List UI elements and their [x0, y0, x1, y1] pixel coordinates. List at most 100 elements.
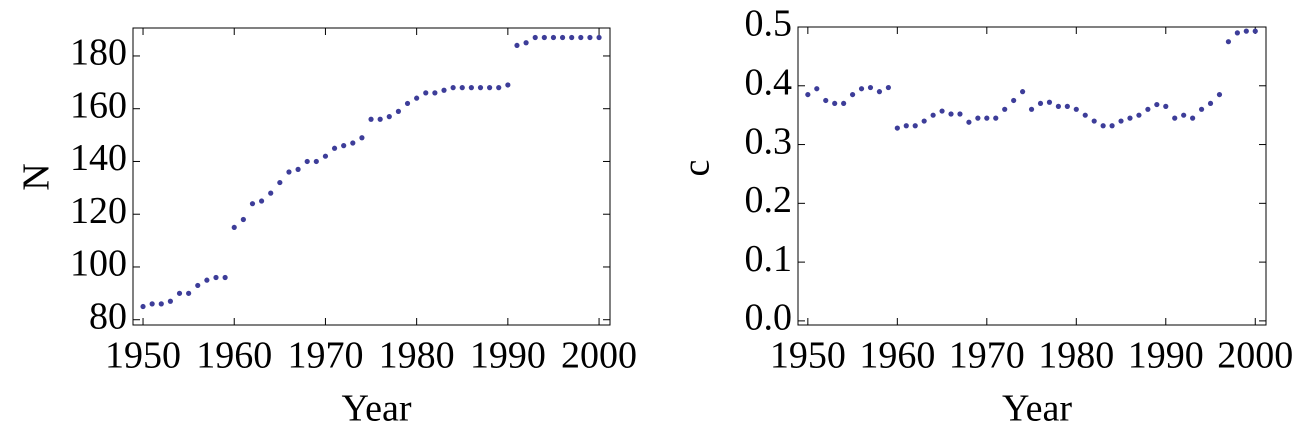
data-point	[885, 84, 891, 91]
data-point	[1100, 123, 1106, 129]
data-point	[1011, 97, 1017, 104]
y-tick-label: 0.1	[745, 238, 793, 280]
data-point	[876, 89, 883, 95]
data-point	[1225, 39, 1232, 45]
data-point	[993, 115, 999, 121]
data-point	[322, 153, 329, 159]
y-tick-label: 0.3	[745, 120, 793, 162]
data-point	[432, 90, 438, 96]
x-tick-label: 1950	[770, 335, 846, 377]
data-point	[140, 303, 146, 310]
data-point	[222, 274, 228, 281]
data-point	[858, 86, 865, 92]
data-point	[957, 111, 963, 117]
data-point	[468, 85, 474, 91]
data-point	[1172, 115, 1178, 121]
data-point	[1190, 115, 1196, 121]
data-point	[832, 100, 838, 107]
y-tick-label: 160	[70, 84, 127, 126]
data-point	[569, 34, 575, 41]
data-point	[966, 119, 972, 125]
data-point	[1020, 89, 1026, 95]
data-point	[912, 123, 918, 129]
data-point	[948, 111, 954, 117]
data-point	[1037, 100, 1044, 107]
data-point	[176, 290, 183, 296]
data-point	[559, 34, 566, 41]
y-axis-label: c	[676, 160, 718, 177]
data-point	[195, 282, 201, 289]
data-point	[477, 85, 484, 91]
data-point	[849, 91, 856, 98]
x-tick-label: 1950	[105, 335, 181, 377]
data-point	[459, 85, 465, 91]
data-point	[1216, 91, 1223, 98]
data-point	[277, 179, 283, 186]
data-point	[1073, 106, 1079, 112]
data-point	[295, 166, 301, 172]
data-point	[313, 158, 319, 165]
data-point	[359, 135, 365, 141]
y-axis-label: N	[16, 163, 58, 190]
data-point	[921, 118, 927, 124]
data-point	[587, 34, 593, 41]
data-point	[1118, 118, 1124, 124]
data-point	[805, 91, 811, 98]
y-tick-label: 100	[70, 243, 127, 285]
data-point	[186, 290, 192, 296]
data-point	[1207, 100, 1214, 107]
data-point	[377, 116, 383, 122]
data-point	[341, 143, 347, 149]
data-point	[423, 90, 429, 96]
data-point	[304, 158, 310, 165]
data-point	[1055, 103, 1061, 109]
data-point	[1181, 112, 1187, 118]
plot-frame	[797, 26, 1267, 326]
data-point	[258, 198, 265, 204]
data-point	[984, 115, 990, 121]
data-point	[514, 42, 520, 49]
data-point	[1002, 106, 1008, 112]
data-point	[158, 301, 164, 307]
y-tick-label: 180	[70, 32, 127, 74]
y-tick-label: 140	[70, 137, 127, 179]
data-point	[1136, 112, 1142, 118]
data-point	[596, 34, 602, 41]
data-point	[331, 145, 338, 151]
y-tick-label: 0.5	[745, 3, 793, 45]
data-point	[286, 169, 292, 175]
x-axis-label: Year	[1002, 388, 1072, 430]
data-point	[841, 100, 847, 107]
data-point	[1163, 103, 1169, 109]
data-point	[1127, 115, 1133, 121]
x-axis-label: Year	[341, 388, 411, 430]
plot-frame	[132, 27, 611, 326]
data-point	[1064, 103, 1070, 109]
data-point	[1243, 28, 1249, 34]
data-point	[441, 87, 447, 93]
data-point	[1082, 112, 1088, 118]
data-point	[578, 34, 584, 41]
y-tick-label: 0.0	[745, 297, 793, 339]
data-point	[395, 108, 402, 114]
x-tick-label: 1980	[1038, 335, 1114, 377]
data-point	[939, 108, 945, 114]
data-point	[814, 86, 820, 92]
data-point	[550, 34, 557, 41]
data-point	[894, 125, 900, 131]
data-point	[249, 201, 256, 207]
data-point	[930, 112, 936, 118]
data-point	[867, 84, 874, 91]
x-tick-label: 2000	[1217, 335, 1293, 377]
x-tick-label: 1960	[859, 335, 935, 377]
data-point	[1109, 123, 1115, 129]
data-point	[487, 85, 493, 91]
data-point	[231, 224, 237, 231]
data-point	[523, 40, 529, 46]
x-tick-label: 1990	[470, 335, 546, 377]
x-tick-label: 1980	[379, 335, 455, 377]
data-point	[204, 277, 210, 283]
y-tick-label: 0.2	[745, 179, 793, 221]
data-point	[268, 190, 274, 196]
